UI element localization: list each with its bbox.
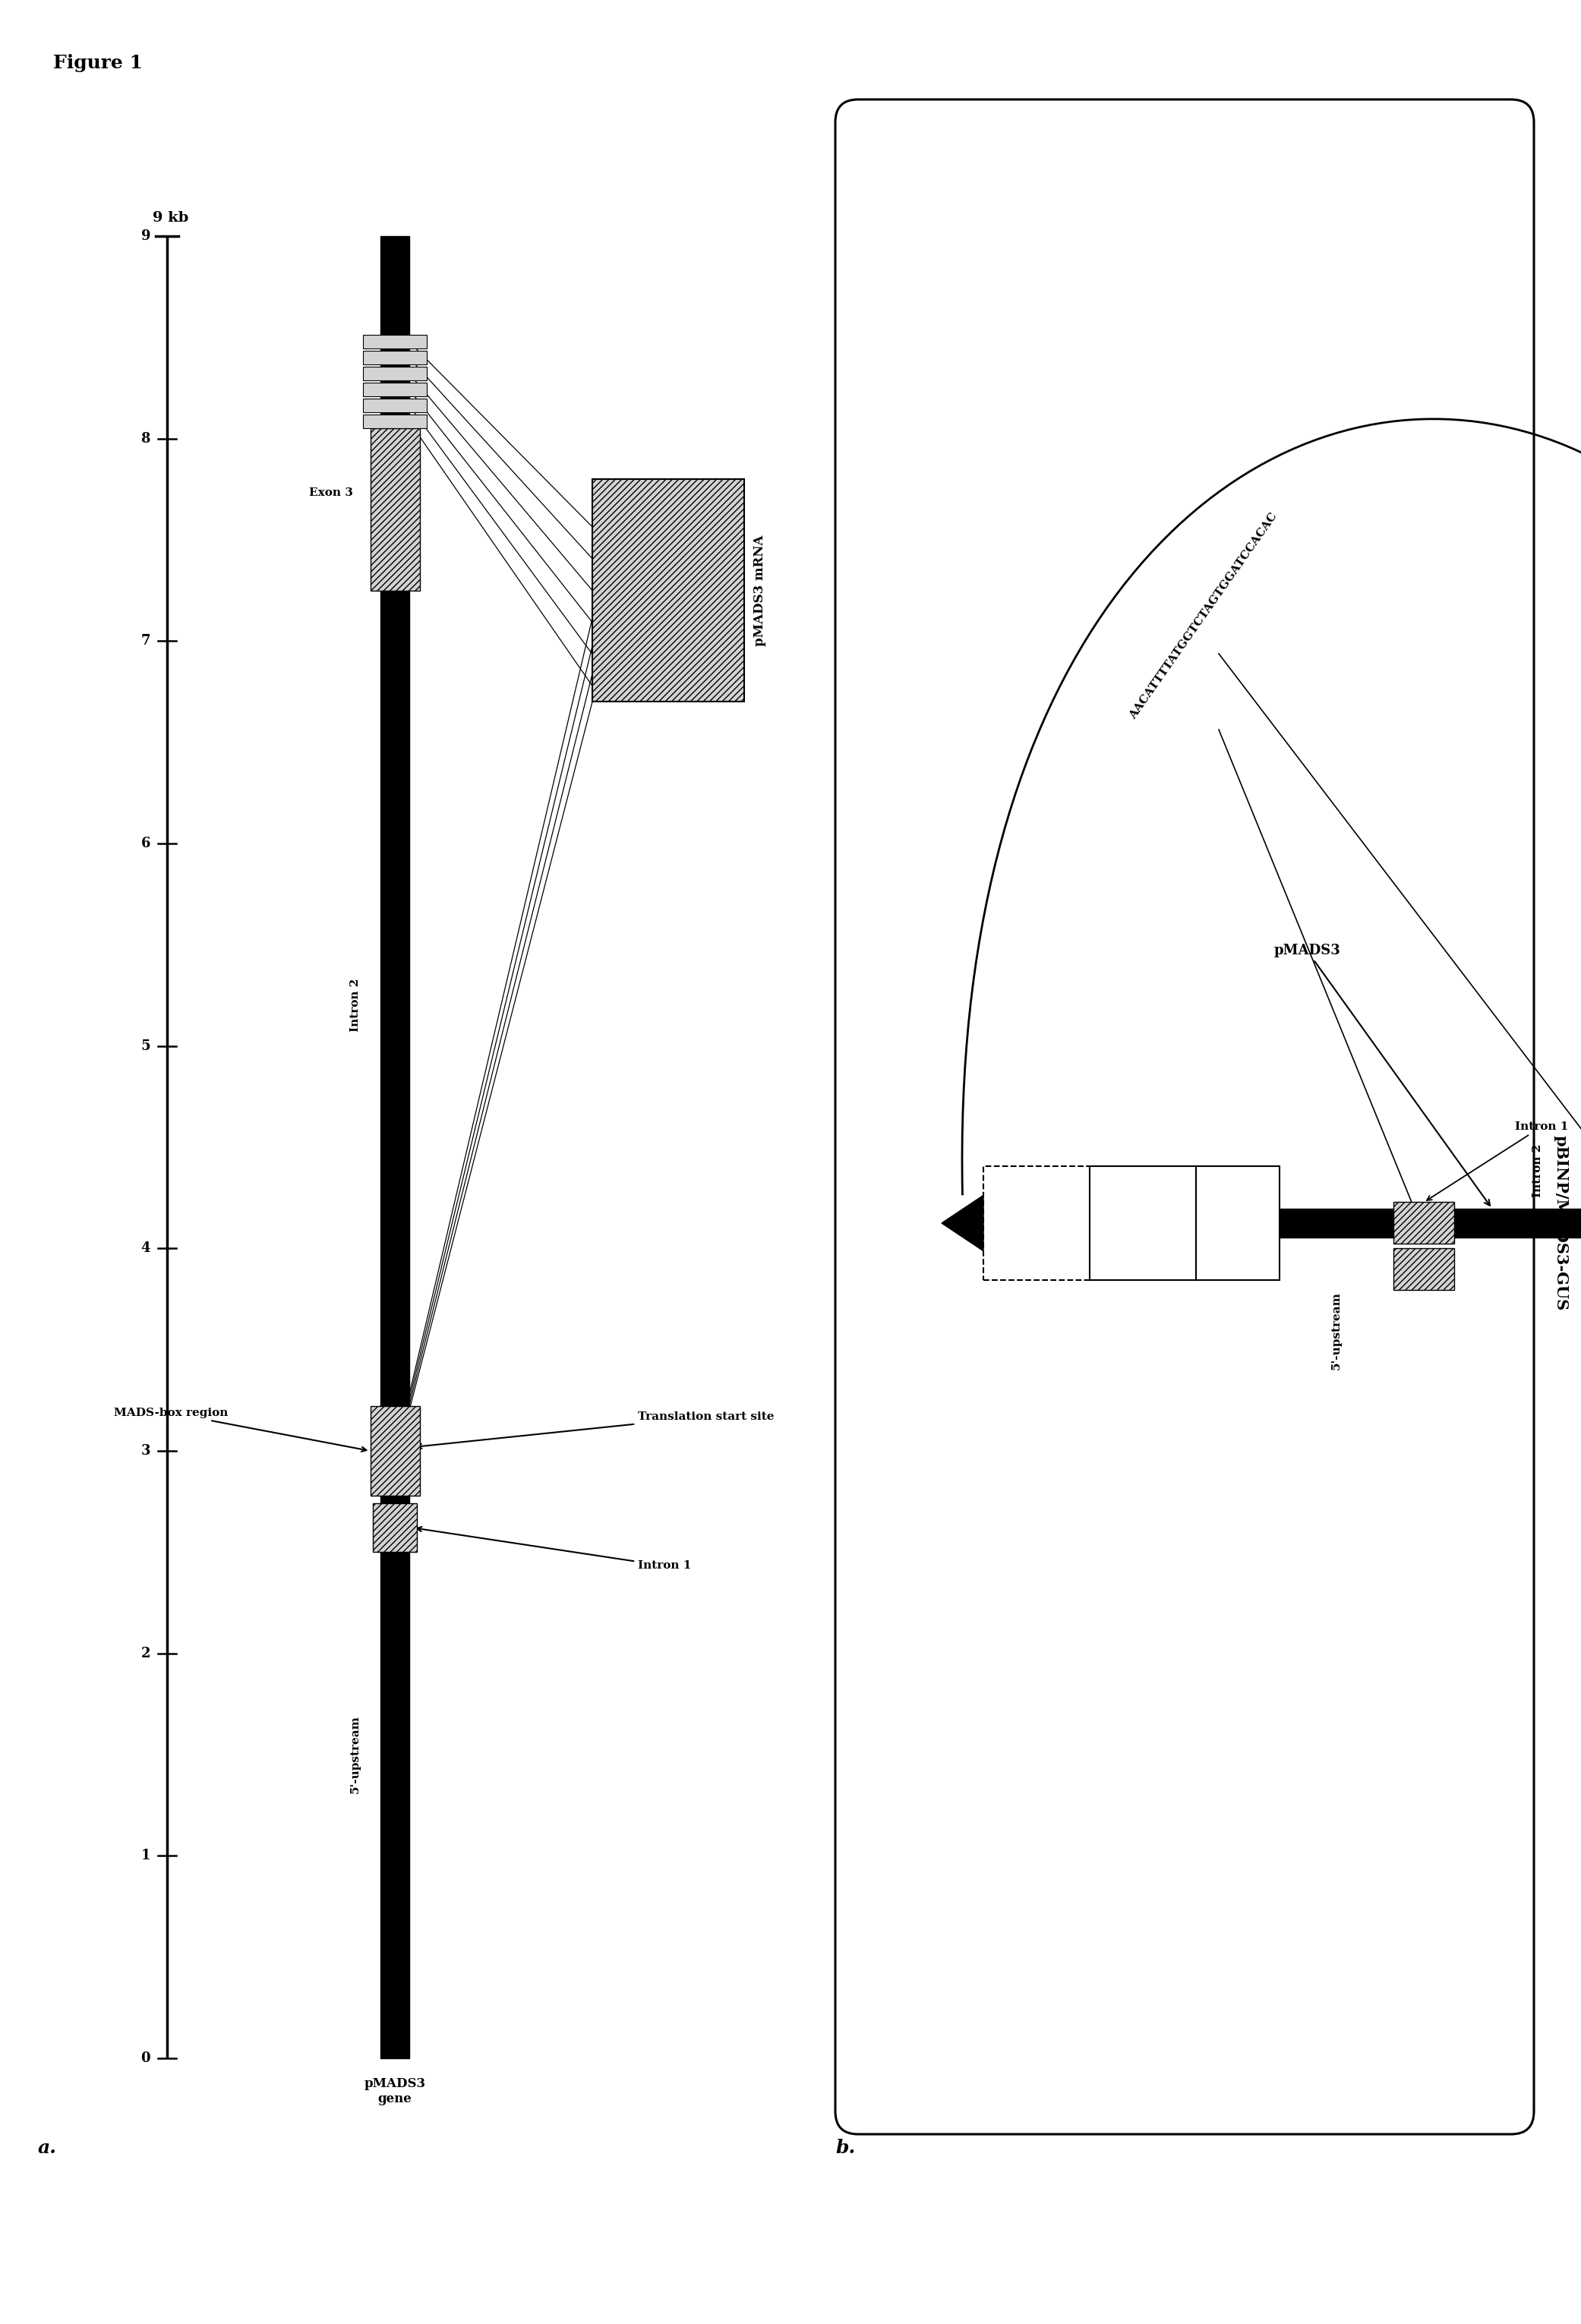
- Bar: [364, 383, 427, 397]
- Bar: [370, 428, 419, 590]
- Text: AACATTTTATGGTCTAGTGGATCCACAC: AACATTTTATGGTCTAGTGGATCCACAC: [1127, 511, 1279, 720]
- Bar: [1195, 1167, 1279, 1281]
- Bar: [364, 400, 427, 414]
- Bar: [381, 237, 409, 2059]
- Bar: [373, 1504, 417, 1552]
- Text: 2: 2: [141, 1645, 150, 1659]
- Text: Intron 1: Intron 1: [1428, 1122, 1568, 1199]
- Bar: [1393, 1202, 1455, 1243]
- Text: b.: b.: [835, 2138, 855, 2157]
- Text: 9 kb: 9 kb: [153, 211, 188, 225]
- Bar: [364, 335, 427, 349]
- Text: Intron 1: Intron 1: [417, 1527, 691, 1571]
- Text: 5: 5: [141, 1039, 150, 1053]
- Text: pMADS3 mRNA: pMADS3 mRNA: [753, 535, 767, 646]
- Text: Figure 1: Figure 1: [54, 53, 142, 72]
- Text: pBINP/MADS3-GUS: pBINP/MADS3-GUS: [1553, 1136, 1568, 1311]
- Text: 1: 1: [141, 1850, 150, 1862]
- Bar: [1393, 1248, 1455, 1290]
- Text: pMADS3: pMADS3: [1274, 944, 1489, 1206]
- Text: 7: 7: [141, 634, 150, 648]
- Text: pMADS3
gene: pMADS3 gene: [364, 2078, 425, 2106]
- Text: 8: 8: [141, 432, 150, 446]
- Polygon shape: [942, 1195, 983, 1250]
- Text: NPTII: NPTII: [1123, 1218, 1164, 1229]
- Text: Pnos: Pnos: [1020, 1218, 1053, 1229]
- FancyBboxPatch shape: [983, 1167, 1089, 1281]
- Text: 0: 0: [141, 2052, 150, 2066]
- Text: 5'-upstream: 5'-upstream: [1331, 1292, 1342, 1369]
- Text: a.: a.: [38, 2138, 57, 2157]
- Bar: [364, 351, 427, 365]
- Bar: [1279, 1208, 1393, 1239]
- Bar: [370, 1406, 419, 1494]
- Bar: [1455, 1208, 1581, 1239]
- Text: MADS-box region: MADS-box region: [114, 1408, 367, 1452]
- Text: 5'-upstream: 5'-upstream: [349, 1715, 360, 1794]
- Text: 9: 9: [141, 230, 150, 244]
- Bar: [364, 414, 427, 428]
- Text: Tnos: Tnos: [1221, 1218, 1255, 1229]
- Text: 3: 3: [141, 1443, 150, 1457]
- Text: 6: 6: [141, 837, 150, 851]
- Text: Intron 2: Intron 2: [349, 978, 360, 1032]
- Bar: [1089, 1167, 1195, 1281]
- Bar: [364, 367, 427, 381]
- Text: Translation start site: Translation start site: [417, 1411, 775, 1448]
- Text: Intron 2: Intron 2: [1532, 1143, 1543, 1197]
- Bar: [593, 479, 745, 702]
- Text: 4: 4: [141, 1241, 150, 1255]
- Text: Exon 3: Exon 3: [310, 488, 353, 497]
